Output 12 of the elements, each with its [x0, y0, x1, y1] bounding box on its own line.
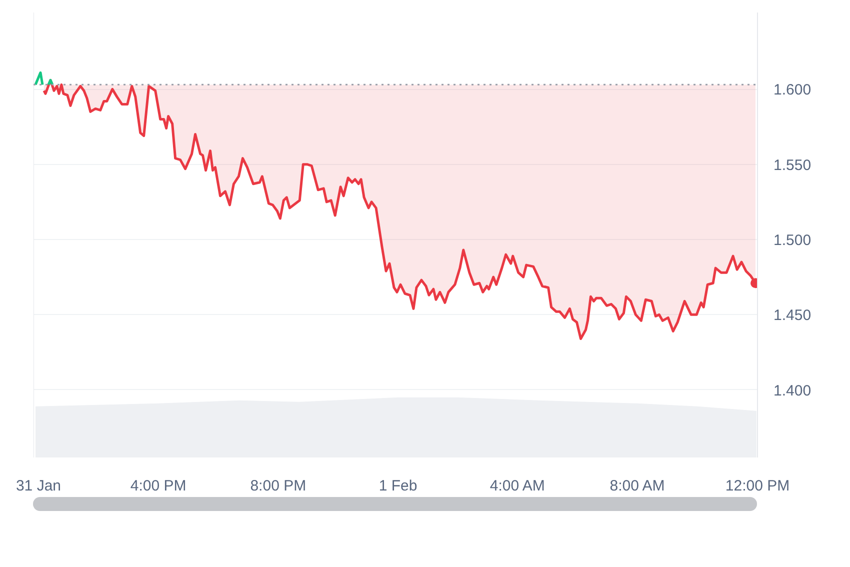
- y-tick-label: 1.400: [774, 382, 812, 400]
- y-tick-label: 1.600: [774, 82, 812, 99]
- x-tick-label: 31 Jan: [16, 478, 62, 494]
- x-tick-label: 4:00 PM: [130, 478, 186, 494]
- y-tick-label: 1.500: [774, 232, 812, 250]
- x-tick-label: 4:00 AM: [490, 478, 545, 494]
- x-tick-label: 8:00 PM: [250, 478, 306, 494]
- y-tick-label: 1.450: [774, 307, 812, 324]
- x-tick-label: 8:00 AM: [610, 478, 665, 494]
- x-tick-label: 12:00 PM: [725, 478, 790, 494]
- x-tick-label: 1 Feb: [378, 478, 418, 494]
- y-tick-label: 1.550: [774, 156, 812, 174]
